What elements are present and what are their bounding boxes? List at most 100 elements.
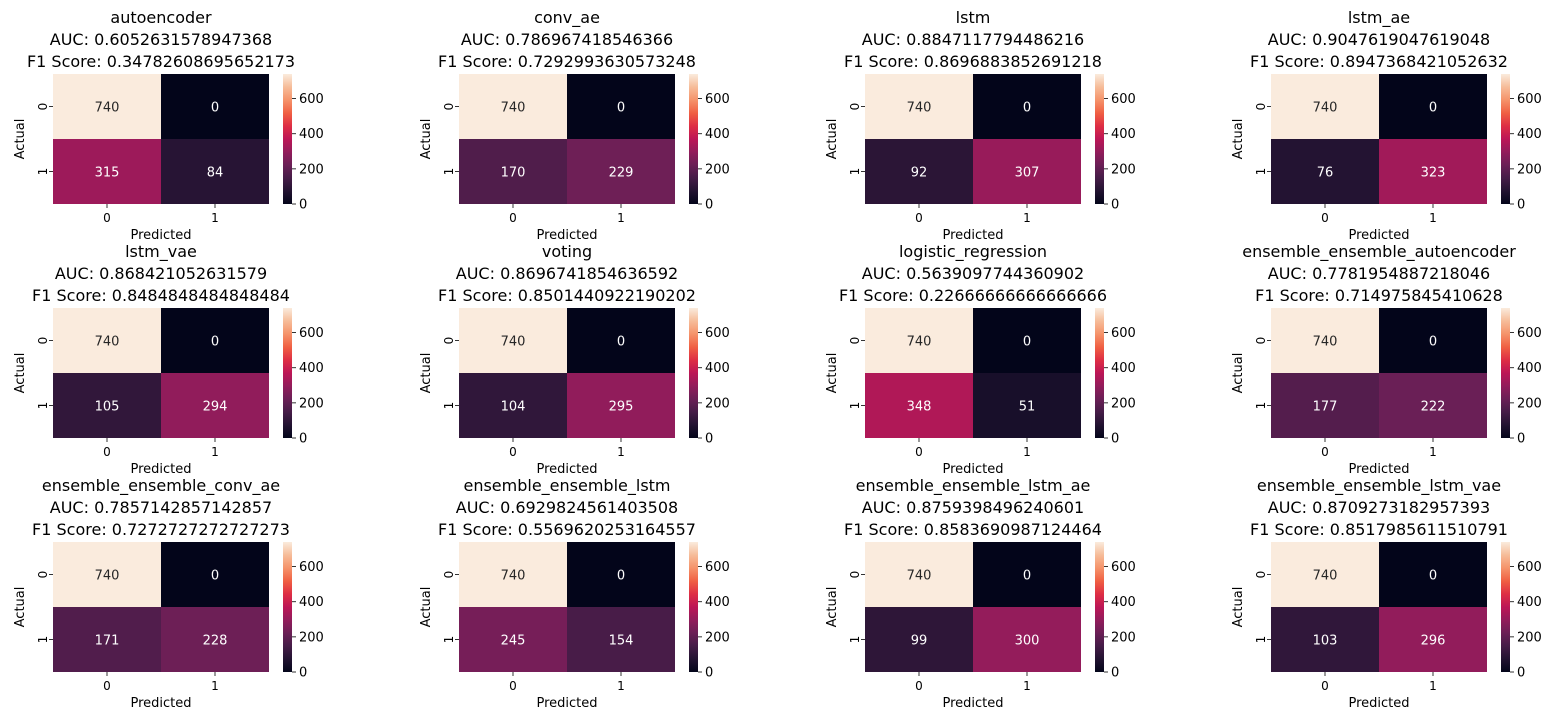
cell-value: 177	[1313, 400, 1338, 415]
panel-title: conv_ae	[534, 8, 600, 28]
colorbar-tick-label: 0	[299, 432, 307, 447]
colorbar-tick-label: 0	[1111, 198, 1119, 213]
x-axis-label: Predicted	[536, 228, 597, 243]
y-tick-label: 1	[36, 168, 50, 176]
y-tick-label: 0	[848, 337, 862, 345]
x-axis-label: Predicted	[130, 228, 191, 243]
cell-value: 740	[1313, 101, 1338, 116]
heatmap-cell	[1271, 373, 1379, 438]
f1-label: F1 Score: 0.22666666666666666	[839, 286, 1107, 305]
auc-label: AUC: 0.868421052631579	[55, 264, 267, 283]
x-axis-label: Predicted	[942, 462, 1003, 477]
cell-value: 300	[1015, 634, 1040, 649]
cell-value: 222	[1421, 400, 1446, 415]
cell-value: 0	[1023, 335, 1031, 350]
heatmap-cell	[459, 542, 567, 607]
colorbar	[283, 74, 292, 204]
heatmap-cell	[459, 308, 567, 373]
colorbar-tick-label: 400	[1111, 361, 1136, 376]
cell-value: 0	[1429, 101, 1437, 116]
colorbar-tick-label: 400	[299, 361, 324, 376]
heatmap-cell	[459, 373, 567, 438]
heatmap-cell	[567, 308, 675, 373]
colorbar-tick-label: 600	[299, 326, 324, 341]
x-tick-label: 1	[617, 445, 625, 459]
y-tick-label: 0	[36, 571, 50, 579]
f1-label: F1 Score: 0.5569620253164557	[438, 520, 696, 539]
heatmap-cell	[973, 308, 1081, 373]
heatmap-cell	[567, 373, 675, 438]
y-axis-label: Actual	[13, 119, 28, 160]
heatmap-cell	[1379, 607, 1487, 672]
colorbar-tick-label: 400	[1517, 127, 1542, 142]
panel-ensemble_ensemble_autoencoder: ensemble_ensemble_autoencoder AUC: 0.7781…	[1231, 242, 1542, 477]
heatmap-cell	[1379, 373, 1487, 438]
heatmap-cell	[567, 74, 675, 139]
colorbar-tick-label: 400	[1517, 361, 1542, 376]
auc-label: AUC: 0.8696741854636592	[456, 264, 678, 283]
colorbar-tick-label: 600	[299, 560, 324, 575]
cell-value: 348	[907, 400, 932, 415]
heatmap-cell	[865, 308, 973, 373]
colorbar-tick-label: 200	[705, 162, 730, 177]
y-axis-label: Actual	[1231, 353, 1246, 394]
heatmap-cell	[865, 139, 973, 204]
cell-value: 0	[1023, 101, 1031, 116]
colorbar-tick-label: 600	[1111, 560, 1136, 575]
x-tick-label: 0	[509, 679, 517, 693]
y-tick-label: 1	[36, 402, 50, 410]
cell-value: 171	[95, 634, 120, 649]
cell-value: 76	[1317, 166, 1334, 181]
colorbar-tick-label: 400	[705, 361, 730, 376]
colorbar-tick-label: 0	[705, 666, 713, 681]
cell-value: 84	[207, 166, 224, 181]
y-tick-label: 0	[1254, 103, 1268, 111]
cell-value: 295	[609, 400, 634, 415]
colorbar-tick-label: 200	[705, 630, 730, 645]
x-tick-label: 0	[103, 679, 111, 693]
heatmap-cell	[53, 74, 161, 139]
y-tick-label: 0	[1254, 337, 1268, 345]
colorbar	[283, 308, 292, 438]
cell-value: 0	[1429, 335, 1437, 350]
auc-label: AUC: 0.786967418546366	[461, 30, 673, 49]
cell-value: 103	[1313, 634, 1338, 649]
y-tick-label: 0	[1254, 571, 1268, 579]
colorbar-tick-label: 600	[705, 560, 730, 575]
cell-value: 294	[203, 400, 228, 415]
panel-ensemble_ensemble_conv_ae: ensemble_ensemble_conv_ae AUC: 0.78571428…	[13, 476, 324, 711]
heatmap-cell	[161, 373, 269, 438]
colorbar-tick-label: 200	[1517, 162, 1542, 177]
cell-value: 104	[501, 400, 526, 415]
x-tick-label: 1	[617, 679, 625, 693]
cell-value: 740	[95, 335, 120, 350]
x-tick-label: 0	[103, 211, 111, 225]
heatmap-cell	[567, 607, 675, 672]
f1-label: F1 Score: 0.7292993630573248	[438, 52, 696, 71]
y-tick-label: 0	[442, 571, 456, 579]
colorbar	[689, 542, 698, 672]
heatmap-cell	[1379, 308, 1487, 373]
x-tick-label: 1	[1429, 211, 1437, 225]
colorbar-tick-label: 200	[1111, 630, 1136, 645]
heatmap-cell	[1271, 308, 1379, 373]
f1-label: F1 Score: 0.8947368421052632	[1250, 52, 1508, 71]
colorbar	[1501, 308, 1510, 438]
x-axis-label: Predicted	[942, 228, 1003, 243]
x-axis-label: Predicted	[1348, 228, 1409, 243]
colorbar-tick-label: 400	[299, 127, 324, 142]
auc-label: AUC: 0.7857142857142857	[50, 498, 272, 517]
y-axis-label: Actual	[13, 353, 28, 394]
y-tick-label: 1	[1254, 168, 1268, 176]
y-axis-label: Actual	[419, 587, 434, 628]
heatmap-cell	[161, 139, 269, 204]
heatmap-cell	[1379, 542, 1487, 607]
cell-value: 0	[211, 569, 219, 584]
panel-title: ensemble_ensemble_conv_ae	[42, 476, 280, 496]
cell-value: 154	[609, 634, 634, 649]
colorbar-tick-label: 200	[299, 396, 324, 411]
cell-value: 0	[1023, 569, 1031, 584]
cell-value: 740	[95, 101, 120, 116]
colorbar-tick-label: 200	[1111, 396, 1136, 411]
x-tick-label: 0	[915, 679, 923, 693]
